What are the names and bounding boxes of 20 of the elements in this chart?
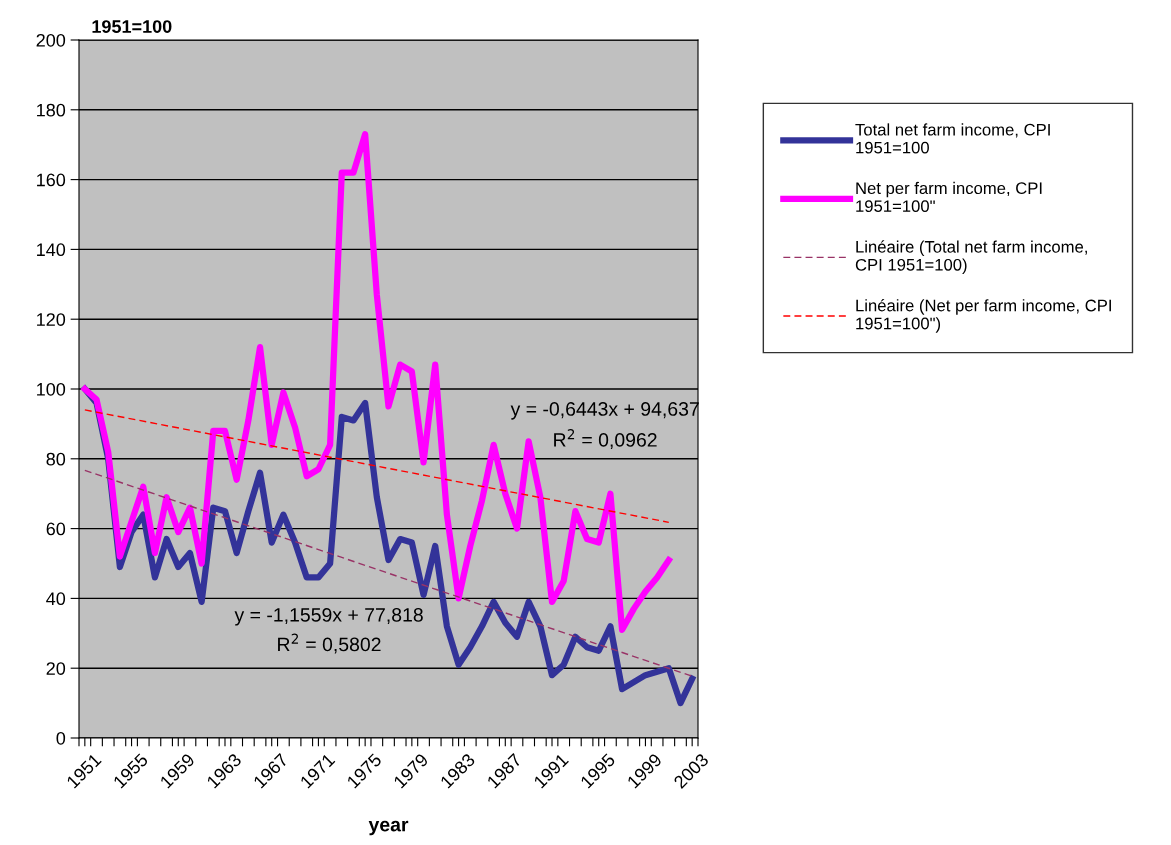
legend-label: Net per farm income, CPI 1951=100": [856, 181, 1042, 213]
y-tick-label: 20: [46, 662, 66, 675]
y-tick-label: 140: [37, 243, 66, 257]
y-tick-label: 80: [46, 452, 66, 466]
legend-label: Linéaire (Total net farm income, CPI 1951=100): [855, 240, 1087, 274]
y-tick-label: 100: [37, 382, 66, 396]
y-tick-label: 160: [37, 173, 66, 187]
legend-label: Total net farm income, CPI 1951=100: [855, 123, 1050, 154]
y-tick-label: 60: [46, 522, 66, 536]
x-axis-title: year: [368, 820, 409, 836]
y-tick-label: 0: [56, 731, 66, 745]
y-axis-title: 1951=100: [92, 20, 172, 33]
annotation: y = -1,1559x + 77,818: [234, 608, 423, 626]
annotation: R$^{2}$ = 0,0962: [554, 429, 657, 450]
legend-label: Linéaire (Net per farm income, CPI 1951=100"): [856, 298, 1111, 333]
annotation: R$^{2}$ = 0,5802: [278, 633, 381, 654]
y-tick-label: 200: [36, 33, 66, 47]
y-tick-label: 120: [37, 313, 66, 326]
y-tick-label: 180: [37, 103, 66, 117]
y-tick-label: 40: [46, 592, 66, 606]
